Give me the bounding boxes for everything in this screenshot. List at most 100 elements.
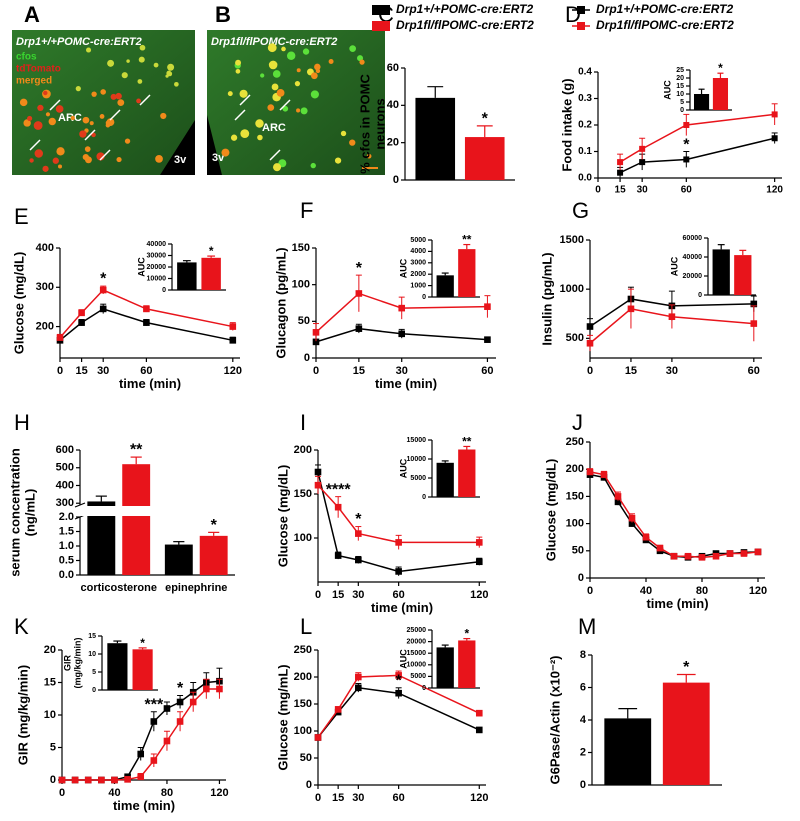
point <box>698 554 706 561</box>
y-tick-label: 3000 <box>410 260 426 267</box>
point <box>639 159 646 166</box>
y-tick-label: 0.4 <box>578 67 592 78</box>
y-tick-label: 25 <box>676 67 684 74</box>
y-tick-label: 20 <box>387 137 399 149</box>
y-axis-label: AUC <box>398 458 408 478</box>
y-tick-label: 0.1 <box>578 146 592 157</box>
cell <box>56 147 65 156</box>
y-tick-label: 6 <box>580 681 586 693</box>
y-tick-label: 0 <box>422 294 426 301</box>
x-axis-label: time (min) <box>646 596 708 611</box>
cell <box>138 56 145 63</box>
y-tick-label: 0.0 <box>59 569 74 581</box>
y-axis-label: AUC <box>398 649 408 669</box>
point <box>398 330 406 338</box>
cell <box>294 81 301 87</box>
series-line <box>619 113 775 163</box>
point <box>216 685 223 693</box>
y-tick-label: 20000 <box>407 638 427 645</box>
point <box>771 111 778 118</box>
y-axis-label: (mg/kg/min) <box>73 637 83 688</box>
point <box>314 734 322 741</box>
x-tick-label: 60 <box>481 365 493 377</box>
panel-letter: F <box>300 198 313 223</box>
y-axis-label: Food intake (g) <box>559 78 574 171</box>
bar <box>415 97 456 180</box>
point <box>656 544 664 552</box>
point <box>355 673 362 681</box>
cell <box>240 129 250 139</box>
x-tick-label: 120 <box>470 589 488 601</box>
cell <box>100 89 106 95</box>
cell <box>260 73 265 78</box>
panel-letter: I <box>300 410 306 435</box>
x-axis-label: time (min) <box>113 798 175 813</box>
cell <box>349 139 356 146</box>
bar <box>662 682 710 785</box>
y-tick-label: 0 <box>393 174 399 186</box>
x-tick-label: 60 <box>681 185 693 196</box>
legend-swatch <box>372 5 390 15</box>
y-tick-label: 0 <box>92 687 96 694</box>
bar <box>458 449 476 497</box>
point <box>754 548 762 556</box>
x-tick-label: 0 <box>587 585 593 597</box>
cell <box>75 86 81 92</box>
cell <box>79 130 87 138</box>
y-tick-label: 200 <box>566 463 584 475</box>
point <box>98 776 105 784</box>
point <box>203 685 210 693</box>
point <box>771 135 778 142</box>
x-tick-label: 40 <box>108 787 120 799</box>
y-tick-label: 10 <box>44 709 56 721</box>
significance-label: ** <box>130 442 143 459</box>
arrow <box>84 129 96 141</box>
cell <box>340 130 347 137</box>
micrograph-b: B Drp1fl/flPOMC-cre:ERT2 ARC 3v <box>207 2 385 175</box>
point <box>628 520 636 527</box>
region-label: ARC <box>58 112 82 124</box>
point <box>334 706 342 713</box>
y-tick-label: 1.5 <box>59 525 74 537</box>
bar <box>458 249 476 297</box>
point <box>684 552 692 560</box>
x-tick-label: 120 <box>766 185 783 196</box>
panel-letter: K <box>14 614 29 639</box>
cell <box>115 92 122 100</box>
x-tick-label: 80 <box>161 787 173 799</box>
y-tick-label: 150 <box>294 698 312 710</box>
bar <box>436 647 454 688</box>
cell <box>167 63 175 71</box>
point <box>617 169 624 176</box>
cell <box>267 104 275 111</box>
chart: 0 10000 20000 30000 40000 AUC * <box>136 241 226 294</box>
significance-label: * <box>140 636 145 650</box>
y-tick-label: 15 <box>676 83 684 90</box>
y-tick-label: 15000 <box>407 437 427 444</box>
x-tick-label: 0 <box>595 185 601 196</box>
point <box>639 145 646 152</box>
chart: 0 5000 10000 15000 20000 25000 AUC * <box>398 627 480 692</box>
point <box>58 776 66 784</box>
y-tick-label: 8 <box>580 649 586 661</box>
y-axis-label: Glucose (mg/mL) <box>275 664 290 770</box>
y-axis-label: Glucagon (pg/mL) <box>273 247 288 358</box>
y-tick-label: 500 <box>56 462 74 474</box>
series-line <box>315 292 488 333</box>
x-axis-label: time (min) <box>119 376 181 391</box>
bar <box>436 462 454 497</box>
y-tick-label: 0 <box>304 352 310 364</box>
y-tick-label: 60 <box>387 62 399 74</box>
point <box>78 309 85 317</box>
panel-letter: L <box>300 614 312 639</box>
genotype: Drp1fl/flPOMC-cre:ERT2 <box>211 36 337 48</box>
y-axis-label: GIR <box>62 655 72 672</box>
significance-label: ** <box>462 434 472 448</box>
cell <box>366 153 372 159</box>
chart: 0 5 10 15 20 GIR (mg/kg/min) time (min) K 0 40 80 1… <box>14 614 229 813</box>
cell <box>286 51 296 60</box>
cell <box>165 74 169 78</box>
cell <box>239 89 248 98</box>
cell <box>300 107 308 115</box>
significance-label: * <box>177 680 184 697</box>
